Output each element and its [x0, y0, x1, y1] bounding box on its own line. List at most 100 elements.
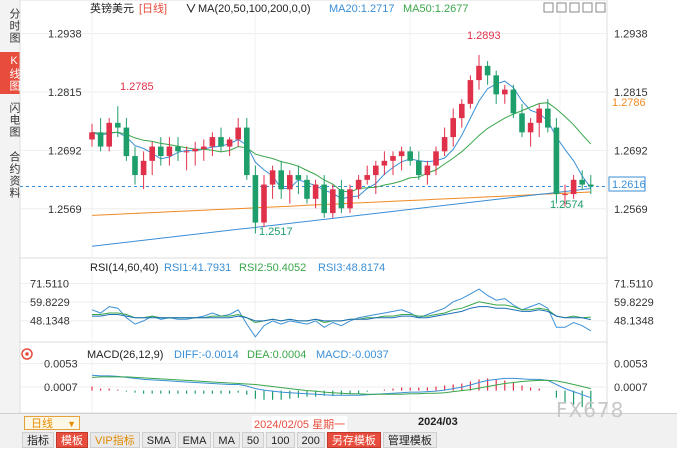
candle-body	[441, 137, 448, 152]
macd-tick-left: 0.0053	[44, 359, 78, 371]
macd-value: MACD:-0.0037	[316, 349, 389, 361]
ma50-button[interactable]: 50	[241, 432, 265, 448]
period-select[interactable]: 日线 ▼	[24, 416, 80, 430]
candle-body	[527, 122, 534, 133]
annotation-low1: 1.2517	[259, 226, 293, 238]
macd-setting: MACD(26,12,9)	[87, 349, 163, 361]
tab-timeshare[interactable]: 分时图	[8, 8, 20, 44]
candle-body	[450, 118, 456, 138]
candle-body	[97, 132, 104, 147]
gear-icon[interactable]	[21, 348, 33, 360]
manage-template-button[interactable]: 管理模板	[382, 432, 437, 448]
rsi-tick-right: 59.8229	[614, 297, 654, 309]
candle-body	[570, 179, 577, 195]
macd-panel	[19, 341, 608, 413]
macd-tick-right: 0.0007	[614, 382, 648, 394]
ma50-value: MA50:1.2677	[403, 3, 468, 15]
ma100-button[interactable]: 100	[266, 432, 295, 448]
vip-indicator-button[interactable]: VIP指标	[90, 432, 140, 448]
last-price-box	[608, 176, 646, 192]
annotation-low2: 1.2574	[550, 199, 584, 211]
candle-body	[373, 165, 379, 176]
layout-icon[interactable]	[556, 2, 567, 13]
grid-icon[interactable]	[569, 2, 580, 13]
sma-button[interactable]: SMA	[141, 432, 176, 448]
tab-kline[interactable]: K线图	[0, 52, 20, 94]
tab-lightning[interactable]: 闪电图	[8, 102, 20, 138]
close-icon[interactable]	[595, 2, 606, 13]
price-tick-left: 1.2569	[48, 204, 82, 216]
candle-body	[493, 75, 499, 95]
candle-body	[123, 127, 130, 157]
candle-body	[278, 170, 284, 190]
ma-button[interactable]: MA	[213, 432, 240, 448]
price-tick-right: 1.2938	[614, 29, 648, 41]
toolbar: 指标 模板 VIP指标 SMA EMA MA 50 100 200 另存模板 管…	[22, 432, 439, 448]
candle-body	[218, 137, 224, 147]
candle-body	[175, 146, 181, 152]
candle-body	[588, 184, 594, 187]
candle-body	[347, 189, 353, 209]
settings-icon[interactable]	[582, 2, 593, 13]
candle-body	[312, 184, 319, 199]
ema-button[interactable]: EMA	[177, 432, 212, 448]
candle-body	[562, 194, 568, 196]
rsi2-value: RSI2:50.4052	[239, 262, 306, 274]
save-template-button[interactable]: 另存模板	[326, 432, 381, 448]
candle-body	[398, 151, 405, 157]
bottom-bar: 日线 ▼ 2024/02/05 星期一 2024/03 指标 模板 VIP指标 …	[0, 413, 677, 448]
candle-body	[459, 103, 465, 119]
period-label: [日线]	[139, 1, 167, 15]
template-button[interactable]: 模板	[56, 432, 88, 448]
ma200-button[interactable]: 200	[296, 432, 325, 448]
ma-setting: MA(20,50,100,200,0,0)	[198, 3, 311, 15]
tab-contract-info[interactable]: 合约资料	[8, 151, 20, 199]
candle-body	[201, 146, 207, 149]
macd-tick-left: 0.0007	[44, 382, 78, 394]
candle-body	[476, 65, 482, 81]
macd-tick-right: 0.0053	[614, 359, 648, 371]
rsi-setting: RSI(14,60,40)	[90, 262, 158, 274]
candle-body	[519, 113, 525, 133]
candle-body	[433, 151, 439, 166]
candle-body	[545, 108, 551, 128]
chevron-down-icon: ▼	[67, 419, 76, 429]
indicator-button[interactable]: 指标	[22, 432, 54, 448]
candle-body	[140, 160, 147, 176]
candle-body	[424, 165, 431, 176]
dea-line	[91, 376, 591, 395]
candle-body	[269, 170, 276, 185]
zoom-icon[interactable]	[543, 2, 554, 13]
price-tick-left: 1.2692	[48, 145, 82, 157]
last-price-tag: 1.2616	[612, 179, 646, 191]
rsi3-value: RSI3:48.8174	[318, 262, 385, 274]
candle-body	[252, 175, 259, 223]
rsi-legend: RSI(14,60,40) RSI1:41.7931 RSI2:50.4052 …	[90, 262, 385, 274]
rsi-tick-left: 59.8229	[30, 297, 70, 309]
chart-area[interactable]: 1.2938 1.2938 1.2815 1.2815 1.2692 1.2692 1.25…	[0, 0, 677, 413]
rsi1-value: RSI1:41.7931	[164, 262, 231, 274]
candle-body	[192, 148, 198, 152]
price-legend: 英镑美元 [日线] MA(20,50,100,200,0,0) MA20:1.2…	[90, 1, 468, 15]
candle-body	[407, 151, 413, 161]
candle-body	[416, 160, 422, 176]
left-tab-bar: 分时图 K线图 闪电图 合约资料	[0, 0, 21, 413]
candle-body	[132, 156, 138, 176]
candle-body	[209, 137, 216, 147]
candle-body	[304, 179, 310, 199]
rsi-line-1	[91, 288, 592, 338]
candle-body	[166, 146, 173, 157]
candle-body	[355, 179, 362, 190]
price-tick-right: 1.2815	[614, 87, 648, 99]
candle-body	[321, 184, 327, 214]
watermark: FX678	[556, 398, 625, 422]
price-tick-right: 1.2569	[614, 204, 648, 216]
diff-line	[91, 374, 591, 399]
candle-body	[235, 127, 241, 140]
candle-body	[390, 156, 396, 161]
candle-body	[89, 132, 95, 140]
candle-body	[553, 127, 560, 195]
candle-body	[115, 122, 121, 128]
candle-body	[261, 184, 267, 223]
chevron-down-icon[interactable]	[186, 3, 196, 14]
